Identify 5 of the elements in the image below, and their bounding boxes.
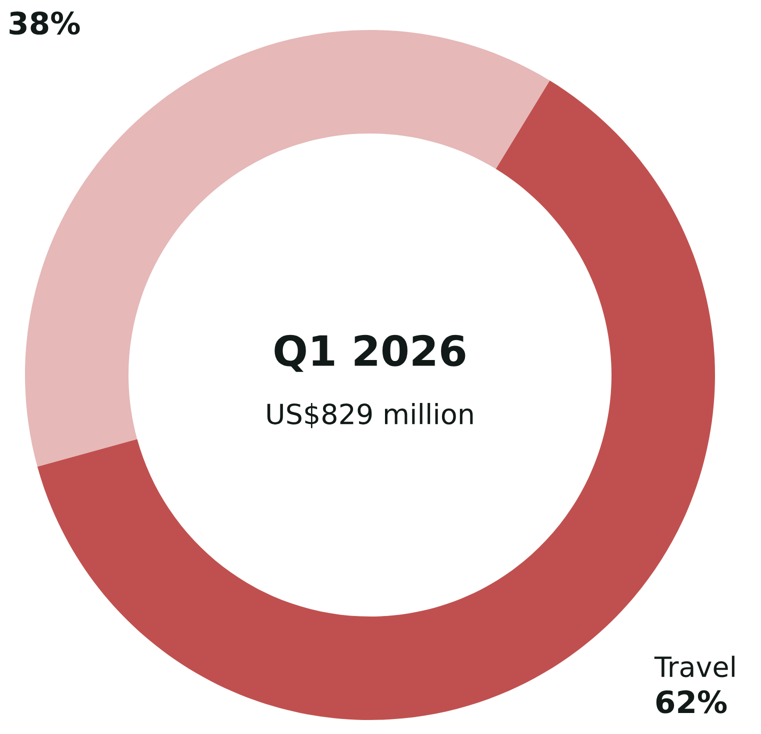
data-label: 38% [10,12,80,35]
text: US$829 million [267,402,473,428]
text: Q1 2026 [274,334,466,372]
slice-label: Travel [654,656,734,678]
data-label: 62% [656,690,727,714]
